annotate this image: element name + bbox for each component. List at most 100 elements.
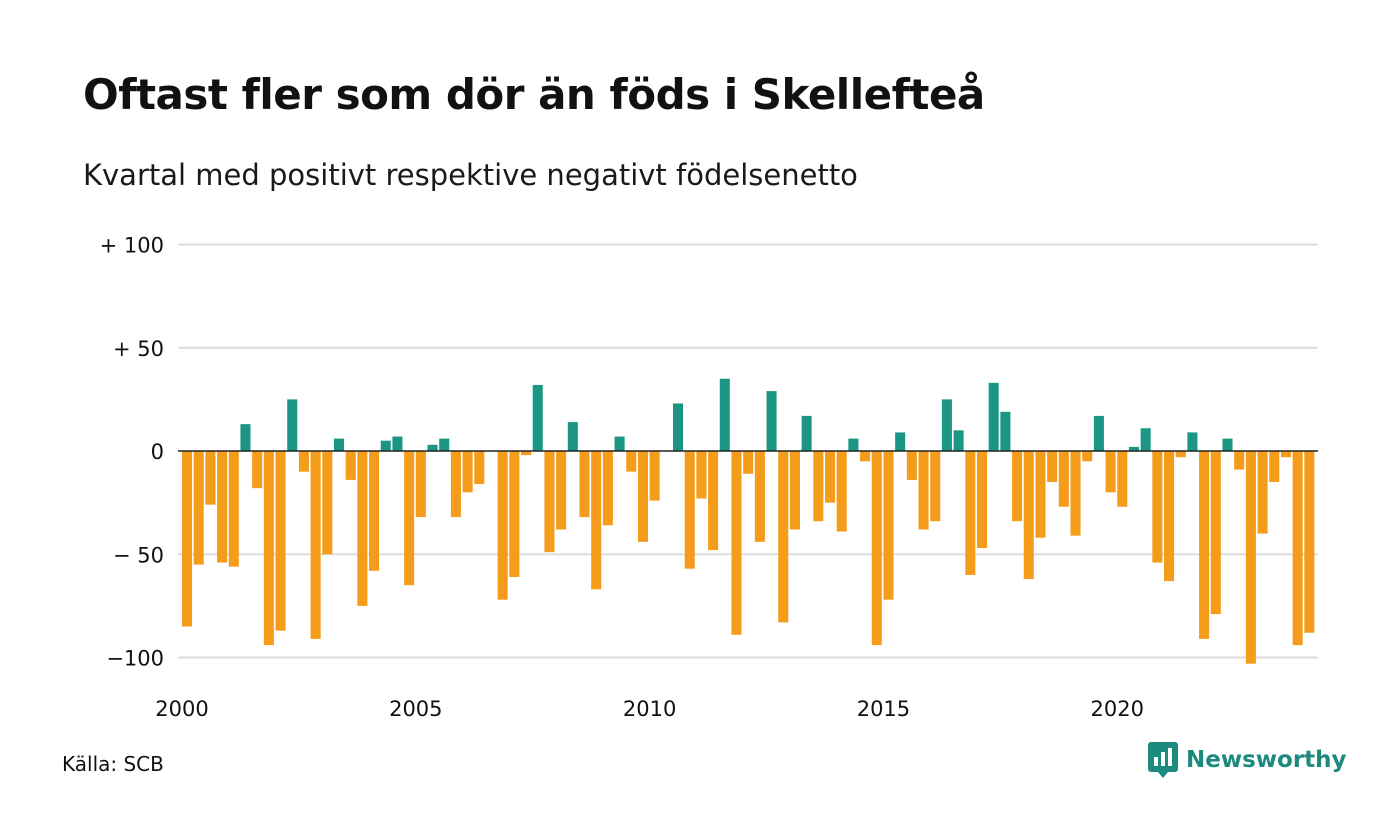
- bar: [298, 451, 309, 472]
- gridlines: [178, 243, 1318, 659]
- bar: [789, 451, 800, 530]
- bar: [637, 451, 648, 542]
- x-tick-label: 2010: [623, 697, 676, 721]
- bar: [392, 436, 403, 452]
- bar: [1070, 451, 1081, 536]
- bar: [754, 451, 765, 542]
- bar: [1234, 451, 1245, 470]
- bar: [895, 432, 906, 452]
- bar: [930, 451, 941, 522]
- bar: [941, 399, 952, 452]
- bar: [579, 451, 590, 518]
- bar: [824, 451, 836, 503]
- bar: [1280, 451, 1291, 458]
- bar: [684, 451, 695, 569]
- bar: [1245, 451, 1256, 664]
- bar: [1023, 451, 1034, 580]
- bar: [813, 451, 824, 522]
- y-tick-label: 0: [151, 440, 164, 464]
- bar: [450, 451, 461, 518]
- bar: [1035, 451, 1046, 538]
- x-tick-label: 2000: [155, 697, 208, 721]
- bar: [1269, 451, 1280, 482]
- bar: [696, 451, 707, 499]
- x-tick-label: 2015: [857, 697, 910, 721]
- bar: [369, 451, 380, 571]
- bar: [427, 444, 438, 452]
- x-axis-labels: 2000 2005 2010 2015 2020: [155, 697, 1144, 721]
- bar: [544, 451, 555, 553]
- bar: [871, 451, 882, 646]
- y-tick-label: − 50: [113, 543, 164, 567]
- bar: [1093, 415, 1104, 451]
- bar: [591, 451, 602, 590]
- chart-title: Oftast fler som dör än föds i Skellefteå: [83, 70, 985, 119]
- bar: [1128, 446, 1139, 451]
- bar: [743, 451, 754, 474]
- bar: [287, 399, 298, 452]
- bar: [719, 378, 730, 451]
- bar-chart: + 100 + 50 0 − 50 −100 2000 2005 2010 2015 2020: [100, 234, 1318, 721]
- bar: [509, 451, 520, 577]
- bar: [521, 451, 532, 456]
- bar: [626, 451, 637, 472]
- bar: [275, 451, 286, 631]
- bar: [252, 451, 263, 489]
- bar: [439, 438, 450, 451]
- bar: [731, 451, 742, 635]
- bar: [532, 384, 543, 451]
- bar: [1304, 451, 1315, 633]
- bar: [322, 451, 333, 555]
- bar: [1058, 451, 1069, 507]
- bar: [1117, 451, 1128, 507]
- bar: [848, 438, 859, 451]
- bar: [883, 451, 894, 600]
- bar: [708, 451, 719, 551]
- source-note: Källa: SCB: [62, 752, 164, 776]
- bar: [1164, 451, 1175, 582]
- bar: [474, 451, 485, 485]
- bar: [1187, 432, 1198, 452]
- bar: [415, 451, 426, 518]
- bar: [614, 436, 625, 452]
- y-tick-label: + 50: [113, 337, 164, 361]
- bar: [1292, 451, 1303, 646]
- bar: [310, 451, 321, 639]
- bar: [988, 382, 999, 451]
- bar: [193, 451, 204, 565]
- bar: [567, 422, 578, 451]
- bar: [380, 440, 391, 451]
- bar: [766, 391, 777, 451]
- bar: [263, 451, 274, 646]
- newsworthy-logo-icon: [1148, 742, 1178, 778]
- y-axis-labels: + 100 + 50 0 − 50 −100: [100, 234, 164, 671]
- bar: [965, 451, 976, 575]
- bar: [217, 451, 228, 563]
- x-tick-label: 2020: [1091, 697, 1144, 721]
- bar: [1047, 451, 1058, 482]
- bar: [333, 438, 345, 451]
- bar: [649, 451, 660, 501]
- bar: [906, 451, 917, 480]
- bar: [345, 451, 356, 480]
- bar: [556, 451, 567, 530]
- bar: [1000, 411, 1011, 451]
- bar: [602, 451, 613, 526]
- bar: [404, 451, 415, 586]
- bar: [1222, 438, 1233, 451]
- brand-logo: Newsworthy: [1148, 742, 1347, 778]
- bars: [182, 378, 1315, 664]
- bar: [778, 451, 789, 623]
- bar: [1140, 428, 1151, 451]
- chart-subtitle: Kvartal med positivt respektive negativt…: [83, 158, 858, 192]
- bar: [1152, 451, 1163, 563]
- bar: [836, 451, 847, 532]
- bar: [801, 415, 812, 451]
- bar: [918, 451, 929, 530]
- y-tick-label: −100: [106, 647, 164, 671]
- y-tick-label: + 100: [100, 234, 164, 258]
- bar: [976, 451, 988, 549]
- bar: [1012, 451, 1023, 522]
- bar: [228, 451, 239, 567]
- bar: [182, 451, 193, 627]
